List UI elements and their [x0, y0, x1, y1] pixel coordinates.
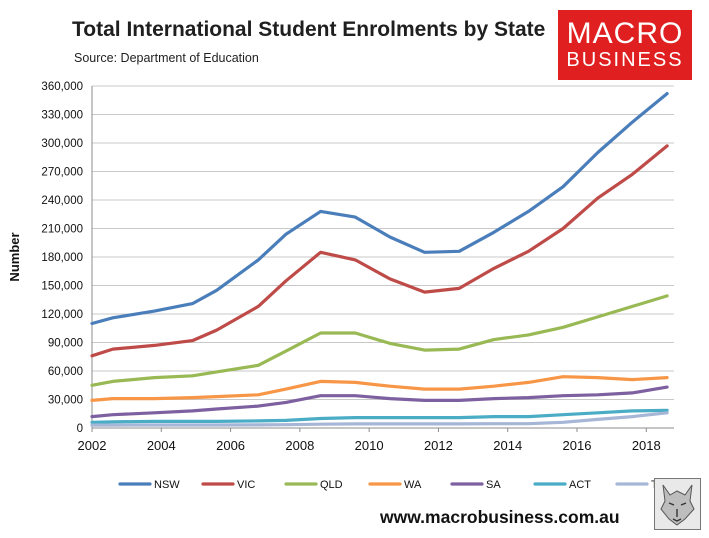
chart-source: Source: Department of Education	[74, 51, 259, 65]
y-tick-label: 90,000	[48, 338, 83, 350]
x-tick-label: 2018	[632, 438, 661, 453]
y-tick-label: 300,000	[41, 138, 83, 150]
y-tick-label: 120,000	[41, 309, 83, 321]
series-line-wa	[90, 375, 669, 402]
series-line-tas	[90, 411, 669, 427]
y-tick-label: 360,000	[41, 81, 83, 93]
y-tick-label: 240,000	[41, 195, 83, 207]
y-tick-label: 150,000	[41, 281, 83, 293]
legend-label-act: ACT	[569, 479, 591, 491]
legend-label-wa: WA	[404, 479, 422, 491]
logo-line-2: BUSINESS	[566, 49, 684, 71]
x-tick-label: 2008	[285, 438, 314, 453]
y-tick-label: 330,000	[41, 110, 83, 122]
series-line-nsw	[90, 91, 669, 326]
y-tick-label: 0	[77, 423, 83, 435]
y-tick-label: 30,000	[48, 395, 83, 407]
legend-label-qld: QLD	[320, 479, 343, 491]
legend-label-sa: SA	[486, 479, 501, 491]
series-line-sa	[90, 385, 669, 419]
x-tick-label: 2004	[147, 438, 176, 453]
x-tick-label: 2002	[78, 438, 107, 453]
x-tick-label: 2010	[355, 438, 384, 453]
footer-url[interactable]: www.macrobusiness.com.au	[380, 507, 620, 527]
series-line-vic	[90, 144, 669, 358]
series-line-act	[90, 408, 669, 424]
x-tick-label: 2006	[216, 438, 245, 453]
legend-label-vic: VIC	[237, 479, 255, 491]
y-tick-label: 60,000	[48, 366, 83, 378]
x-tick-label: 2012	[424, 438, 453, 453]
series-lines	[90, 91, 669, 427]
x-tick-label: 2014	[493, 438, 522, 453]
legend: NSWVICQLDWASAACTTAS	[118, 479, 672, 491]
logo-line-1: MACRO	[566, 17, 684, 50]
y-tick-label: 210,000	[41, 224, 83, 236]
legend-label-nsw: NSW	[154, 479, 180, 491]
gridlines	[92, 85, 674, 400]
wolf-head-icon	[654, 478, 701, 530]
series-line-qld	[90, 294, 669, 387]
macrobusiness-logo: MACRO BUSINESS	[558, 10, 692, 80]
y-tick-label: 270,000	[41, 167, 83, 179]
chart-title: Total International Student Enrolments b…	[72, 18, 546, 41]
x-tick-label: 2016	[563, 438, 592, 453]
axes: 0 30,000 60,000 90,000 120,000 150,000 180,000…	[7, 81, 674, 453]
y-axis-label: Number	[7, 232, 22, 281]
y-tick-label: 180,000	[41, 252, 83, 264]
